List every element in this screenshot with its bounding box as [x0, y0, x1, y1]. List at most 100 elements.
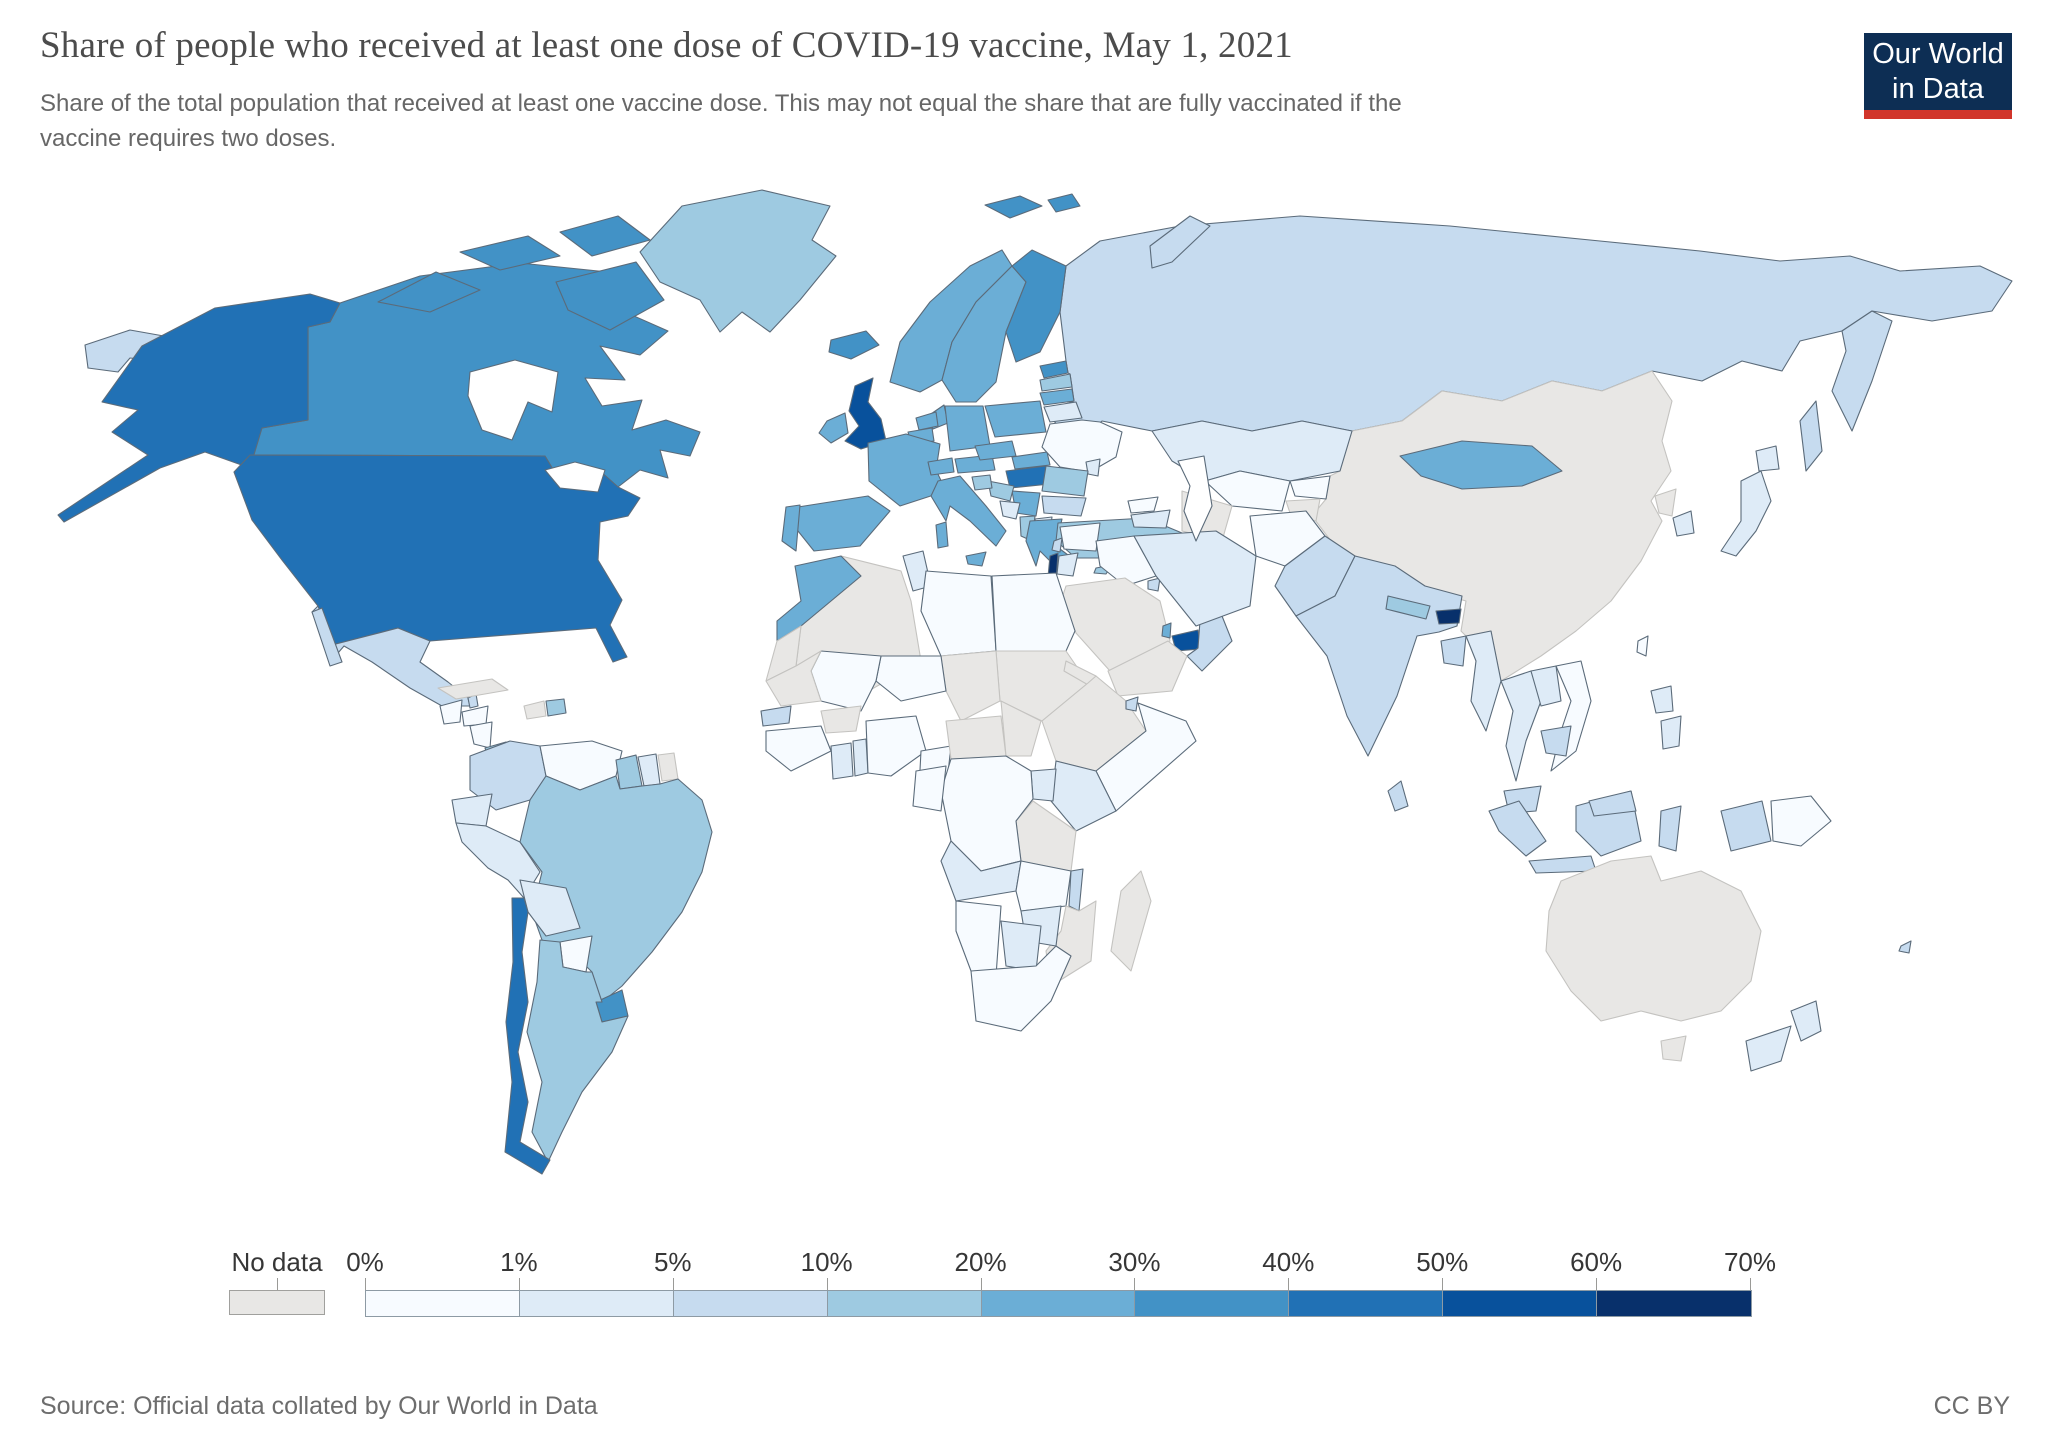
- country-croatia[interactable]: [987, 480, 1015, 502]
- country-nepal[interactable]: [1385, 595, 1431, 620]
- country-sri-lanka[interactable]: [1387, 780, 1409, 812]
- country-georgia[interactable]: [1127, 496, 1159, 514]
- country-cuba[interactable]: [437, 678, 509, 700]
- country-slovenia[interactable]: [971, 474, 993, 491]
- owid-logo[interactable]: Our World in Data: [1864, 33, 2012, 119]
- legend-bin-30-40%[interactable]: [1135, 1291, 1290, 1316]
- country-north-korea[interactable]: [1654, 488, 1677, 517]
- country-malawi[interactable]: [1068, 868, 1084, 912]
- country-mongolia[interactable]: [1399, 440, 1563, 490]
- country-china[interactable]: [1311, 370, 1673, 682]
- country-paraguay[interactable]: [559, 935, 593, 973]
- country-djibouti[interactable]: [1125, 696, 1139, 712]
- country-chile[interactable]: [504, 897, 551, 1175]
- country-laos[interactable]: [1530, 665, 1562, 707]
- country-moldova[interactable]: [1085, 458, 1101, 477]
- country-philippines-luzon[interactable]: [1650, 685, 1674, 714]
- country-united-states-alaska[interactable]: [57, 293, 341, 523]
- country-ecuador[interactable]: [451, 793, 493, 827]
- legend-colorbar[interactable]: [365, 1290, 1752, 1317]
- country-iraq[interactable]: [1095, 535, 1157, 587]
- country-french-guiana[interactable]: [657, 752, 679, 782]
- country-ireland[interactable]: [818, 412, 849, 444]
- country-south-sudan[interactable]: [1000, 700, 1042, 757]
- country-myanmar[interactable]: [1465, 630, 1502, 732]
- country-canada-arctic-2[interactable]: [459, 235, 561, 271]
- country-guatemala[interactable]: [439, 699, 463, 725]
- country-lebanon[interactable]: [1051, 537, 1063, 553]
- country-switzerland[interactable]: [927, 457, 955, 476]
- country-chad[interactable]: [940, 650, 1001, 722]
- country-mali[interactable]: [810, 650, 882, 712]
- country-romania[interactable]: [1041, 465, 1089, 497]
- country-papua-new-guinea[interactable]: [1770, 795, 1832, 847]
- country-united-kingdom[interactable]: [844, 377, 887, 450]
- country-bulgaria[interactable]: [1041, 495, 1087, 517]
- legend-bin-20-30%[interactable]: [981, 1291, 1136, 1316]
- country-uganda[interactable]: [1030, 768, 1057, 802]
- country-madagascar[interactable]: [1110, 870, 1152, 972]
- legend-bin-40-50%[interactable]: [1289, 1291, 1444, 1316]
- country-togo[interactable]: [852, 738, 869, 777]
- country-russia-novaya-zemlya[interactable]: [1149, 215, 1211, 269]
- country-thailand[interactable]: [1500, 670, 1542, 782]
- country-indonesia-sumatra[interactable]: [1488, 800, 1547, 857]
- country-senegal[interactable]: [760, 705, 792, 727]
- country-namibia[interactable]: [955, 900, 1002, 977]
- country-dominican-republic[interactable]: [545, 698, 567, 717]
- country-taiwan[interactable]: [1636, 635, 1649, 657]
- country-libya[interactable]: [920, 570, 997, 657]
- country-australia[interactable]: [1545, 855, 1762, 1022]
- country-japan[interactable]: [1720, 470, 1772, 557]
- country-malaysia-borneo[interactable]: [1588, 790, 1637, 817]
- country-egypt[interactable]: [991, 572, 1076, 652]
- country-slovakia[interactable]: [1011, 451, 1051, 470]
- country-poland[interactable]: [984, 400, 1047, 438]
- country-central-african-republic[interactable]: [945, 715, 1007, 760]
- country-gabon[interactable]: [912, 765, 947, 812]
- country-united-states[interactable]: [233, 454, 641, 663]
- country-bangladesh[interactable]: [1440, 635, 1467, 667]
- country-qatar[interactable]: [1161, 622, 1172, 639]
- country-zambia[interactable]: [1015, 860, 1072, 912]
- country-lithuania[interactable]: [1039, 388, 1075, 406]
- country-spain[interactable]: [793, 495, 891, 552]
- country-greenland[interactable]: [639, 189, 837, 333]
- country-argentina[interactable]: [526, 939, 629, 1163]
- country-nicaragua[interactable]: [469, 721, 493, 749]
- country-south-africa[interactable]: [970, 945, 1072, 1032]
- country-latvia[interactable]: [1039, 373, 1073, 392]
- country-nigeria[interactable]: [865, 715, 927, 777]
- country-uzbekistan[interactable]: [1204, 470, 1291, 512]
- country-estonia[interactable]: [1039, 360, 1069, 379]
- country-azerbaijan[interactable]: [1130, 509, 1171, 529]
- country-mexico-baja[interactable]: [311, 607, 343, 667]
- country-germany[interactable]: [944, 405, 991, 452]
- country-philippines-mindanao[interactable]: [1660, 715, 1682, 750]
- country-guinea[interactable]: [765, 725, 832, 772]
- country-iceland[interactable]: [828, 330, 880, 360]
- country-indonesia-sulawesi[interactable]: [1658, 805, 1682, 852]
- country-mauritania[interactable]: [765, 650, 822, 707]
- country-jordan[interactable]: [1056, 552, 1079, 577]
- country-australia-tasmania[interactable]: [1660, 1035, 1687, 1062]
- legend-bin-0-1%[interactable]: [366, 1291, 520, 1316]
- country-botswana[interactable]: [1000, 920, 1042, 972]
- legend-bin-10-20%[interactable]: [827, 1291, 982, 1316]
- country-italy-sicily[interactable]: [965, 551, 987, 567]
- country-bhutan[interactable]: [1435, 608, 1462, 625]
- country-canada-baffin[interactable]: [555, 261, 665, 331]
- country-kuwait[interactable]: [1147, 577, 1161, 592]
- country-italy-sardinia[interactable]: [935, 521, 949, 549]
- country-niger[interactable]: [875, 655, 947, 702]
- country-svalbard[interactable]: [984, 195, 1043, 219]
- legend-bin-1-5%[interactable]: [519, 1291, 674, 1316]
- country-portugal[interactable]: [781, 504, 801, 552]
- country-new-zealand-south[interactable]: [1745, 1025, 1792, 1072]
- country-italy[interactable]: [930, 475, 1007, 547]
- country-south-korea[interactable]: [1672, 510, 1695, 537]
- country-burkina-faso[interactable]: [820, 705, 862, 734]
- country-yemen[interactable]: [1107, 640, 1188, 697]
- country-indonesia-papua[interactable]: [1720, 800, 1772, 852]
- country-belarus[interactable]: [1043, 401, 1083, 423]
